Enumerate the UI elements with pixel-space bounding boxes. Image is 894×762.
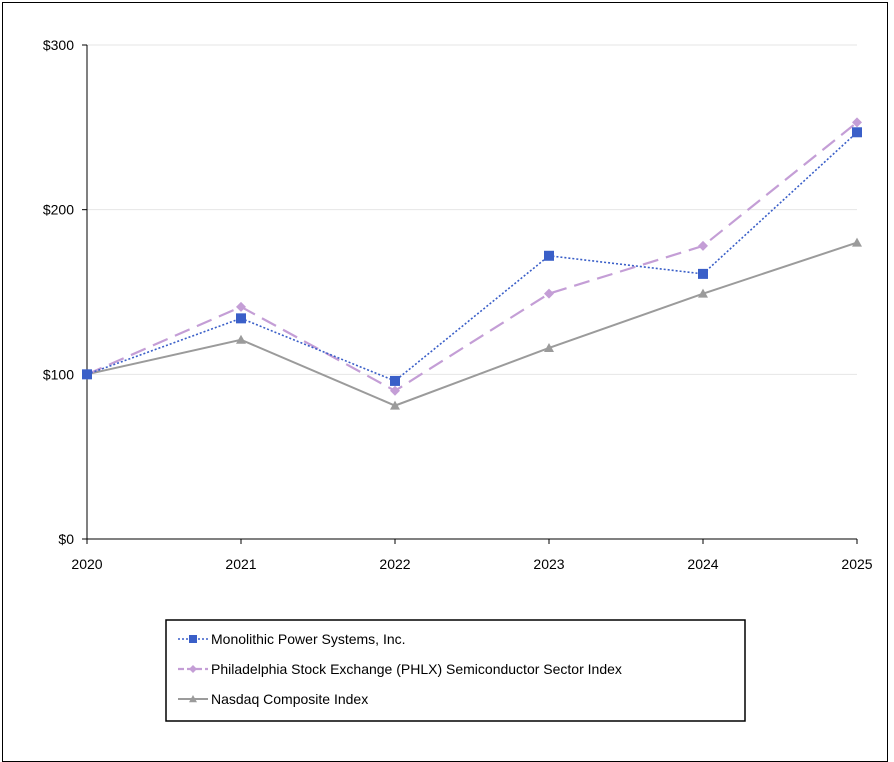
x-tick-label: 2023	[533, 556, 564, 572]
data-point-series-1	[390, 375, 400, 386]
series-line-2	[86, 121, 858, 393]
y-tick-label: $100	[43, 366, 74, 382]
data-point-series-2	[390, 385, 400, 396]
x-tick-labels: 2020 2021 2022 2023 2024 2025	[71, 556, 872, 572]
x-tick-label: 2025	[841, 556, 872, 572]
data-point-series-3	[390, 400, 400, 410]
gridlines	[87, 44, 857, 375]
data-point-series-3	[544, 342, 554, 352]
series-line-1	[86, 131, 858, 382]
data-point-series-1	[698, 268, 708, 279]
legend-label: Nasdaq Composite Index	[211, 691, 368, 707]
data-point-series-1	[236, 313, 246, 324]
y-tick-label: $200	[43, 202, 74, 218]
legend: Monolithic Power Systems, Inc. Philadelph…	[165, 619, 746, 722]
data-point-series-1	[82, 369, 92, 380]
x-tick-label: 2024	[687, 556, 718, 572]
series-markers	[82, 117, 862, 410]
data-point-series-2	[852, 117, 862, 128]
legend-swatch-marker	[189, 665, 197, 673]
y-tick-labels: $0 $100 $200 $300	[43, 37, 74, 547]
x-tick-label: 2020	[71, 556, 102, 572]
legend-swatch-marker	[189, 695, 197, 703]
data-point-series-2	[544, 288, 554, 299]
x-tick-label: 2022	[379, 556, 410, 572]
data-point-series-3	[852, 237, 862, 247]
y-tick-label: $0	[58, 531, 74, 547]
data-point-series-2	[236, 301, 246, 312]
data-point-series-3	[236, 334, 246, 344]
data-point-series-1	[544, 250, 554, 261]
y-tick-label: $300	[43, 37, 74, 53]
legend-box	[165, 619, 746, 722]
legend-label: Monolithic Power Systems, Inc.	[211, 631, 406, 647]
data-point-series-3	[698, 288, 708, 298]
axes	[82, 44, 858, 544]
data-point-series-2	[698, 240, 708, 251]
legend-swatch-marker	[189, 635, 197, 643]
series-line-3	[86, 241, 858, 407]
x-tick-label: 2021	[225, 556, 256, 572]
data-point-series-1	[852, 127, 862, 138]
series-lines	[86, 121, 858, 407]
line-chart: $0$100$200$300 2020 2021 2022 2023 2024 2025 …	[43, 37, 873, 722]
legend-label: Philadelphia Stock Exchange (PHLX) Semic…	[211, 661, 622, 677]
